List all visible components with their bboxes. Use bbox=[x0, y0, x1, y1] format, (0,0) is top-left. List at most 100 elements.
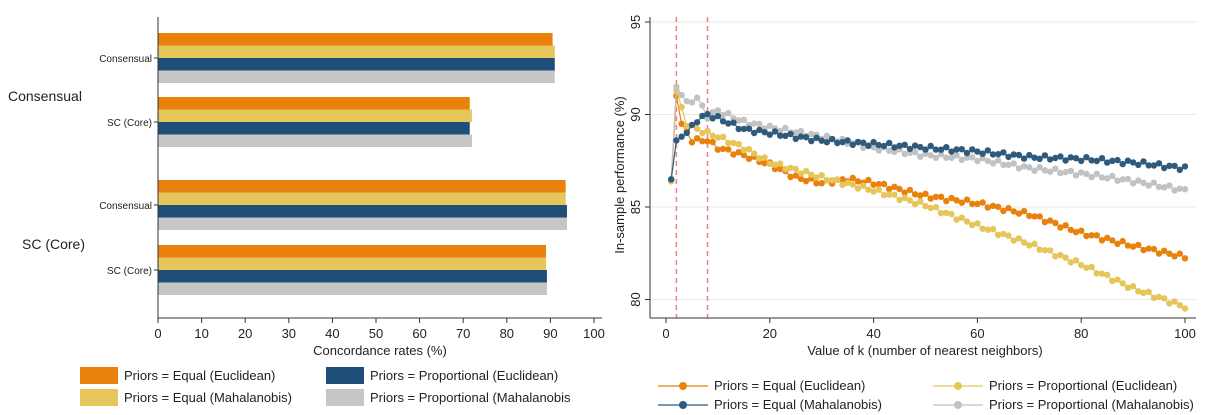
data-point bbox=[730, 139, 737, 147]
data-point bbox=[683, 122, 690, 130]
line-y-tick-label: 90 bbox=[628, 107, 643, 121]
bar-x-axis-title: Concordance rates (%) bbox=[313, 343, 447, 358]
bar-x-tick-label: 90 bbox=[543, 326, 557, 341]
data-point bbox=[943, 144, 950, 151]
data-point bbox=[886, 147, 893, 154]
data-point bbox=[870, 138, 877, 146]
line-legend-label: Priors = Equal (Mahalanobis) bbox=[714, 397, 882, 412]
data-point bbox=[745, 155, 753, 162]
data-point bbox=[1083, 232, 1090, 240]
data-point bbox=[699, 129, 706, 137]
data-point bbox=[777, 127, 784, 135]
bar-legend-label: Priors = Equal (Mahalanobis) bbox=[124, 390, 292, 405]
data-point bbox=[953, 197, 960, 204]
series-line bbox=[670, 84, 1186, 192]
data-point bbox=[1057, 169, 1064, 177]
data-point bbox=[709, 115, 716, 122]
data-point bbox=[865, 142, 872, 149]
bar-group-label: SC (Core) bbox=[22, 236, 85, 252]
data-point bbox=[766, 122, 773, 129]
line-legend-label: Priors = Proportional (Mahalanobis) bbox=[989, 397, 1194, 412]
data-point bbox=[839, 138, 846, 146]
data-point bbox=[1145, 288, 1152, 296]
bar bbox=[158, 109, 472, 122]
data-point bbox=[823, 139, 831, 146]
data-point bbox=[1036, 155, 1043, 162]
data-point bbox=[1005, 204, 1012, 212]
line-y-tick-label: 95 bbox=[628, 15, 643, 29]
line-legend-marker bbox=[954, 382, 962, 390]
data-point bbox=[1140, 289, 1147, 296]
data-point bbox=[735, 125, 742, 133]
data-point bbox=[688, 139, 696, 146]
bar-legend-swatch bbox=[326, 389, 364, 406]
data-point bbox=[958, 146, 965, 153]
data-point bbox=[911, 191, 919, 198]
data-point bbox=[1181, 186, 1189, 193]
data-point bbox=[725, 146, 732, 153]
data-point bbox=[1057, 224, 1064, 231]
data-point bbox=[1155, 183, 1163, 191]
data-point bbox=[880, 180, 888, 188]
data-point bbox=[828, 135, 836, 143]
data-point bbox=[1119, 160, 1126, 168]
data-point bbox=[937, 210, 945, 217]
data-point bbox=[979, 199, 986, 206]
data-point bbox=[1140, 246, 1147, 254]
data-point bbox=[1067, 259, 1075, 266]
line-y-axis-title: In-sample performance (%) bbox=[612, 96, 627, 254]
line-legend-marker bbox=[679, 382, 687, 390]
data-point bbox=[1067, 154, 1075, 161]
data-point bbox=[917, 192, 924, 199]
data-point bbox=[1005, 232, 1012, 239]
data-point bbox=[797, 133, 805, 140]
data-point bbox=[979, 150, 986, 157]
data-point bbox=[963, 218, 971, 225]
data-point bbox=[693, 125, 701, 132]
data-point bbox=[1181, 163, 1189, 170]
data-point bbox=[1083, 170, 1090, 178]
data-point bbox=[1171, 187, 1178, 194]
data-point bbox=[1176, 185, 1184, 192]
data-point bbox=[1041, 167, 1049, 174]
data-point bbox=[963, 154, 971, 161]
data-point bbox=[1046, 168, 1054, 175]
data-point bbox=[906, 145, 914, 153]
data-point bbox=[709, 138, 716, 146]
data-point bbox=[808, 137, 815, 145]
data-point bbox=[1150, 294, 1158, 301]
data-point bbox=[1010, 160, 1017, 167]
data-point bbox=[683, 129, 690, 137]
data-point bbox=[792, 129, 799, 136]
data-point bbox=[1166, 300, 1173, 307]
bar-category-label: Consensual bbox=[99, 54, 152, 65]
data-point bbox=[792, 135, 799, 142]
data-point bbox=[886, 185, 893, 193]
bar bbox=[158, 122, 470, 135]
data-point bbox=[963, 149, 971, 157]
data-point bbox=[719, 145, 727, 153]
data-point bbox=[984, 204, 991, 211]
data-point bbox=[880, 142, 888, 150]
data-point bbox=[1015, 165, 1023, 172]
data-point bbox=[771, 128, 779, 135]
data-point bbox=[787, 130, 794, 138]
data-point bbox=[896, 185, 903, 193]
data-point bbox=[854, 178, 862, 185]
data-point bbox=[870, 188, 877, 195]
data-point bbox=[1119, 176, 1126, 183]
line-x-tick-label: 40 bbox=[866, 326, 880, 341]
data-point bbox=[963, 196, 971, 203]
data-point bbox=[1072, 172, 1080, 179]
data-point bbox=[1078, 261, 1085, 269]
data-point bbox=[1124, 242, 1132, 249]
data-point bbox=[751, 129, 758, 137]
line-x-tick-label: 100 bbox=[1174, 326, 1196, 341]
data-point bbox=[1124, 175, 1132, 183]
data-point bbox=[1140, 179, 1147, 186]
bar bbox=[158, 282, 547, 295]
data-point bbox=[953, 216, 960, 223]
data-point bbox=[854, 185, 862, 192]
data-point bbox=[1067, 226, 1075, 234]
